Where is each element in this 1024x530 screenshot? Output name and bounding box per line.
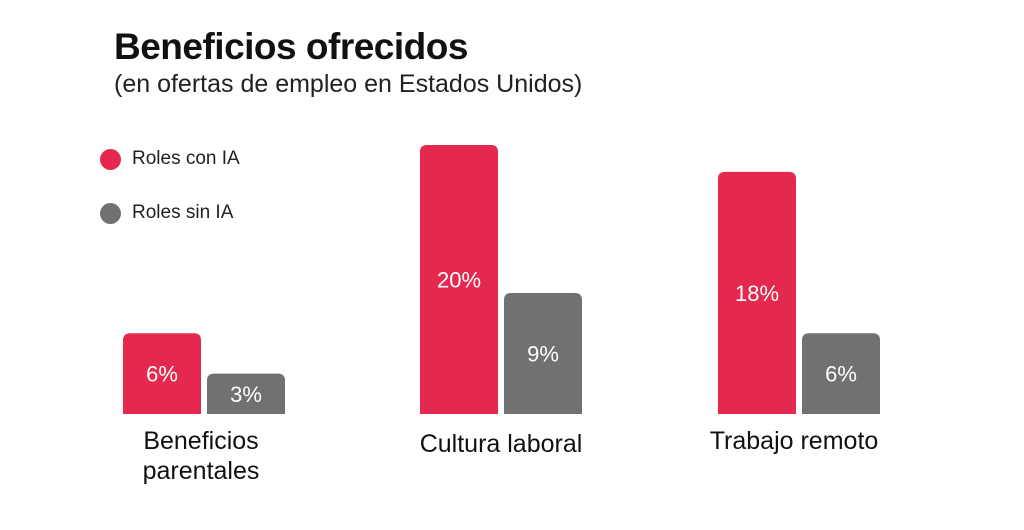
legend-label: Roles sin IA: [132, 202, 234, 223]
chart-title: Beneficios ofrecidos: [114, 26, 468, 67]
legend-item-roles-sin-ia: Roles sin IA: [100, 199, 240, 227]
category-label: Trabajo remoto: [709, 427, 879, 455]
bar-value-label: 18%: [735, 281, 779, 306]
legend: Roles con IA Roles sin IA: [100, 145, 240, 253]
chart-subtitle: (en ofertas de empleo en Estados Unidos): [114, 70, 583, 98]
bar-value-label: 9%: [527, 341, 559, 366]
bar-value-label: 6%: [825, 362, 857, 387]
legend-label: Roles con IA: [132, 148, 240, 169]
bar-sin-ia-2: [802, 333, 880, 414]
bar-sin-ia-0: [207, 373, 285, 414]
bar-value-label: 3%: [230, 382, 262, 407]
bar-sin-ia-1: [504, 292, 582, 414]
bar-con-ia-1: [420, 145, 498, 414]
bar-value-label: 20%: [437, 268, 481, 293]
category-label: Cultura laboral: [419, 430, 583, 458]
legend-dot-icon: [100, 202, 121, 224]
legend-dot-icon: [100, 148, 121, 170]
bar-value-label: 6%: [146, 362, 178, 387]
legend-item-roles-con-ia: Roles con IA: [100, 145, 240, 173]
bar-con-ia-2: [718, 171, 796, 414]
bar-con-ia-0: [123, 333, 201, 414]
category-label: Beneficios parentales: [142, 427, 260, 485]
